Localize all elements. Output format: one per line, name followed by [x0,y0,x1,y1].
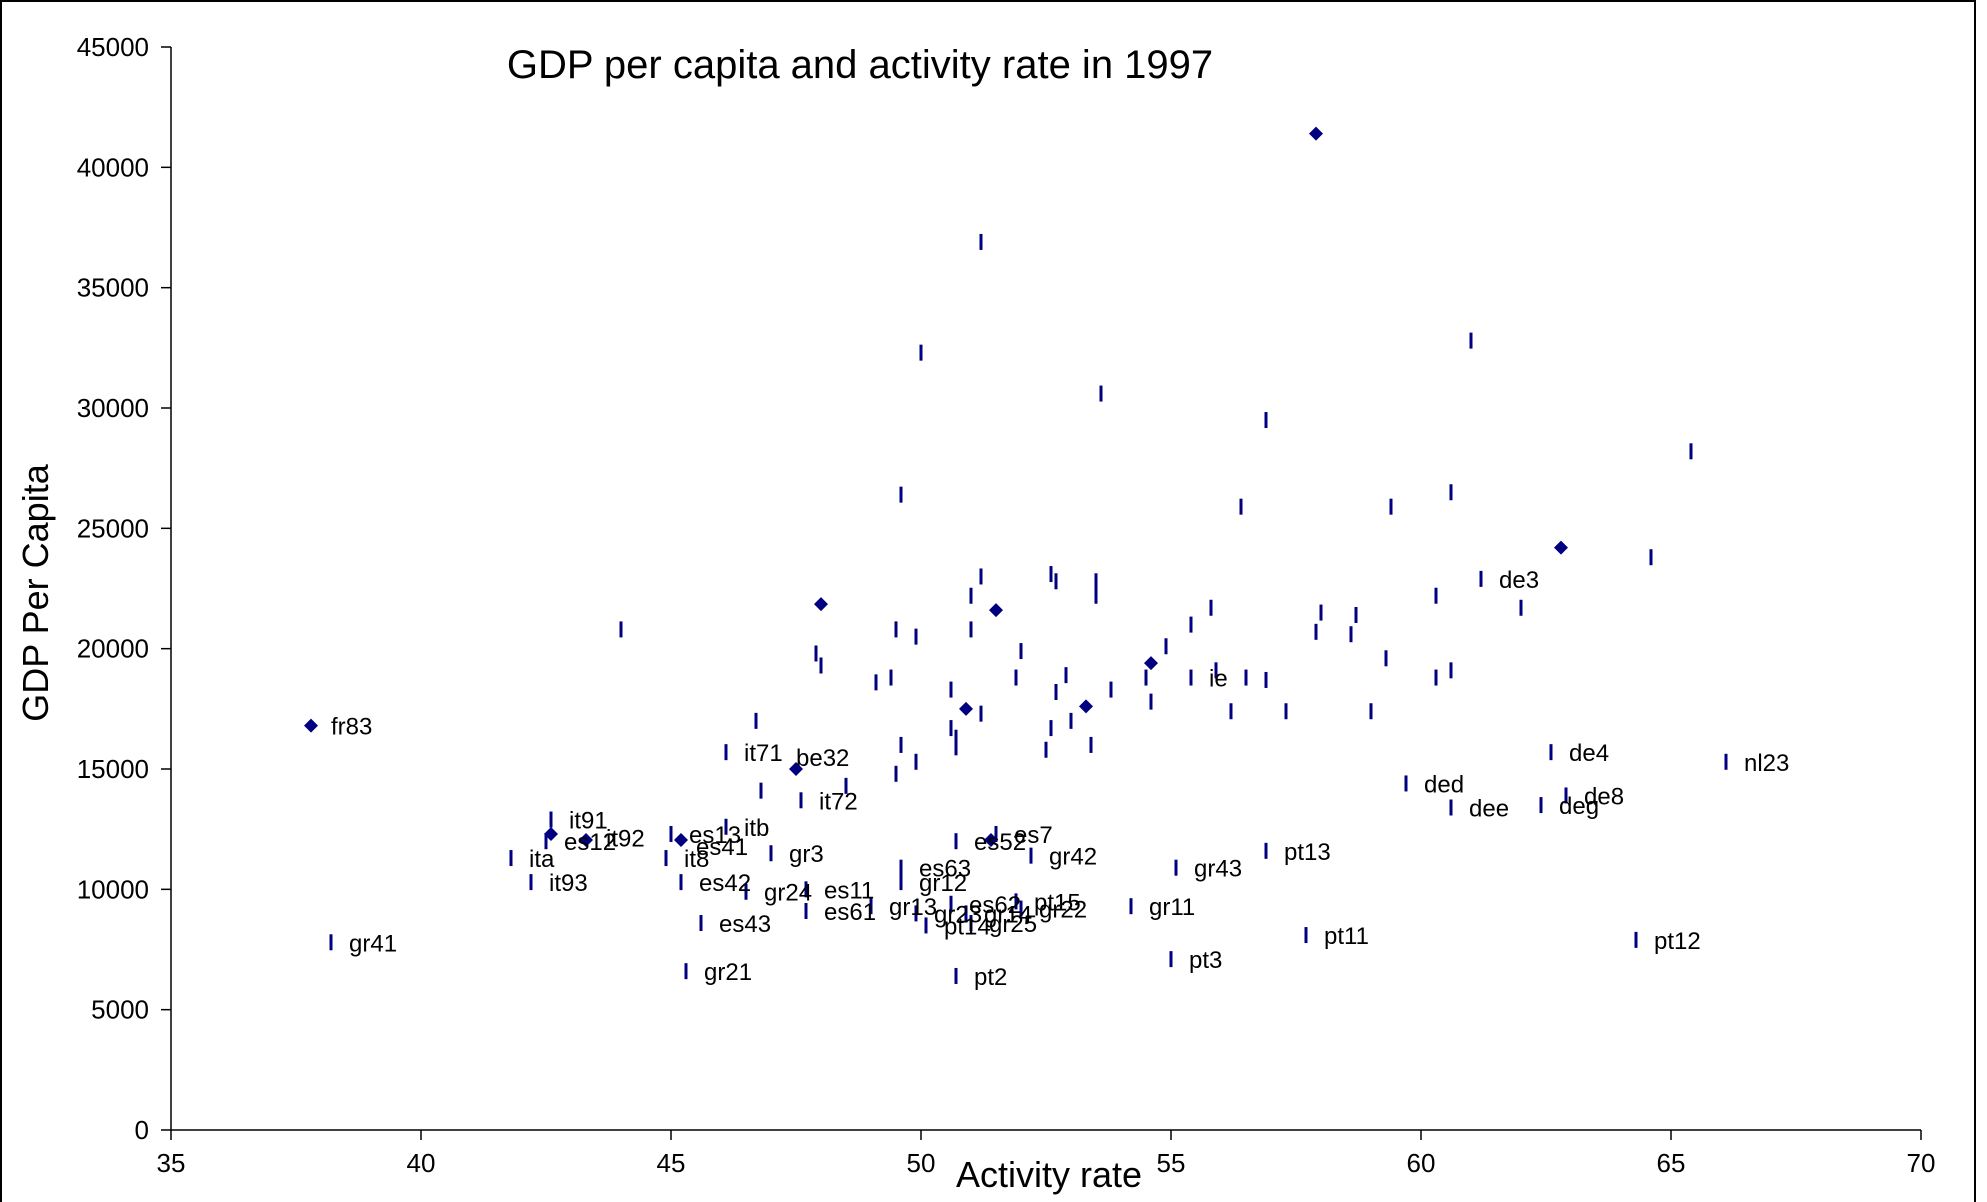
point-label: gr11 [1149,894,1195,921]
diamond-marker [1554,540,1568,555]
point-label: pt2 [974,964,1007,991]
point-label: es11 [824,877,874,904]
point-label: pt14 [944,913,991,940]
x-tick-label: 65 [1657,1148,1686,1178]
point-label: dee [1469,796,1509,823]
point-label: it72 [819,788,858,815]
point-label: es63 [919,856,971,883]
x-tick-label: 35 [157,1148,186,1178]
diamond-marker [959,701,973,716]
point-label: es7 [1014,822,1053,849]
point-label: pt12 [1654,928,1701,955]
diamond-marker [789,762,803,776]
diamond-marker [674,832,688,847]
y-tick-label: 25000 [77,513,149,543]
diamond-marker [989,603,1003,618]
point-label: itb [744,815,769,842]
diamond-marker [814,597,828,612]
point-label: it91 [569,808,608,835]
point-label: es52 [974,829,1026,856]
point-label: it93 [549,870,588,897]
point-label: pt11 [1324,923,1369,950]
point-label: be32 [796,745,849,772]
y-tick-label: 35000 [77,273,149,303]
point-label: es41 [696,834,748,861]
point-label: gr22 [1039,897,1087,924]
x-tick-label: 60 [1407,1148,1436,1178]
point-label: nl23 [1744,750,1789,777]
y-tick-label: 0 [135,1115,149,1145]
point-label: it8 [684,846,709,873]
point-label: de8 [1584,783,1624,810]
diamond-marker [579,832,593,847]
point-label: es43 [719,911,771,938]
x-tick-label: 70 [1907,1148,1936,1178]
point-label: de4 [1569,740,1609,767]
x-axis-label: Activity rate [956,1154,1142,1195]
point-label: it92 [606,826,645,853]
point-label: es62 [969,892,1021,919]
point-label: ded [1424,771,1464,798]
point-label: pt3 [1189,947,1222,974]
point-label: pt13 [1284,839,1331,866]
point-label: es61 [824,899,876,926]
point-label: fr83 [331,714,372,741]
point-label: gr23 [934,901,982,928]
y-tick-label: 20000 [77,634,149,664]
y-tick-label: 5000 [91,995,149,1025]
point-label: deg [1559,793,1599,820]
point-label: gr24 [764,880,812,907]
point-label: gr13 [889,894,937,921]
diamond-marker [1079,699,1093,714]
point-label: ita [529,846,555,873]
point-label: es42 [699,870,751,897]
y-tick-label: 10000 [77,874,149,904]
chart-title: GDP per capita and activity rate in 1997 [507,43,1213,87]
point-label: es13 [689,822,741,849]
point-label: gr42 [1049,844,1097,871]
diamond-marker [1144,656,1158,671]
diamond-marker [544,826,558,841]
point-label: ie [1209,666,1228,693]
point-label: it71 [744,740,783,767]
data-points [304,126,1728,984]
diamond-marker [1309,126,1323,141]
y-axis-label: GDP Per Capita [15,463,56,721]
x-tick-label: 45 [657,1148,686,1178]
point-label: gr41 [349,930,397,957]
point-label: de3 [1499,567,1539,594]
axis-ticks: 35 40 45 50 55 60 65 70 0 5000 10000 15000 20000 2500… [77,32,1936,1178]
point-label: pt15 [1034,889,1081,916]
diamond-marker [304,718,318,733]
point-label: gr14 [984,901,1032,928]
point-label: gr21 [704,959,752,986]
y-tick-label: 15000 [77,754,149,784]
x-tick-label: 50 [907,1148,936,1178]
point-label: gr25 [989,911,1037,938]
x-tick-label: 55 [1157,1148,1186,1178]
point-label: gr12 [919,870,967,897]
x-tick-label: 40 [407,1148,436,1178]
y-tick-label: 40000 [77,152,149,182]
y-tick-label: 45000 [77,32,149,62]
point-label: es12 [564,829,616,856]
diamond-marker [984,832,998,847]
y-tick-label: 30000 [77,393,149,423]
point-label: gr3 [789,841,824,868]
point-label: gr43 [1194,856,1242,883]
